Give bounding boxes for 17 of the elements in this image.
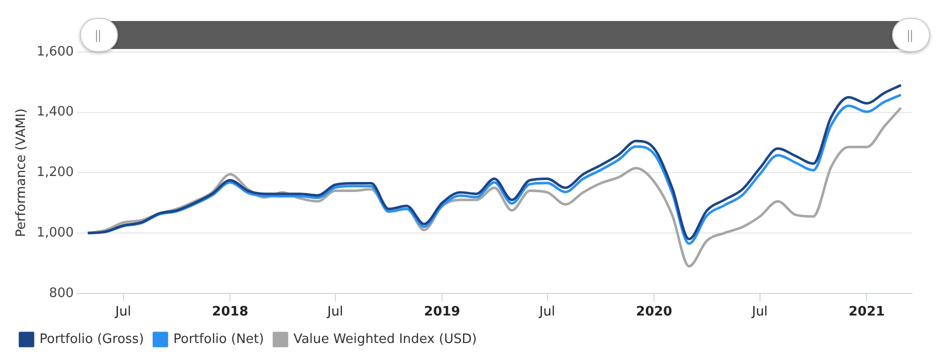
y-tick-label: 1,200 (36, 165, 74, 180)
y-tick-label: 1,600 (36, 44, 74, 60)
x-tick-label: 2021 (848, 304, 885, 320)
y-tick-label: 1,000 (36, 225, 74, 240)
legend-label: Portfolio (Gross) (40, 332, 144, 347)
x-tick-label: Jul (114, 304, 132, 320)
x-tick-label: 2018 (212, 304, 248, 320)
y-tick-label: 1,400 (36, 104, 74, 120)
x-tick-label: Jul (538, 304, 556, 320)
x-tick-label: 2019 (424, 304, 460, 320)
x-tick-label: Jul (750, 304, 768, 320)
y-axis-title: Performance (VAMI) (14, 108, 30, 238)
legend-label: Value Weighted Index (USD) (293, 332, 477, 347)
legend-label: Portfolio (Net) (173, 332, 264, 347)
x-tick-label: 2020 (636, 304, 672, 320)
y-tick-label: 800 (48, 286, 74, 301)
x-tick-label: Jul (326, 304, 344, 320)
